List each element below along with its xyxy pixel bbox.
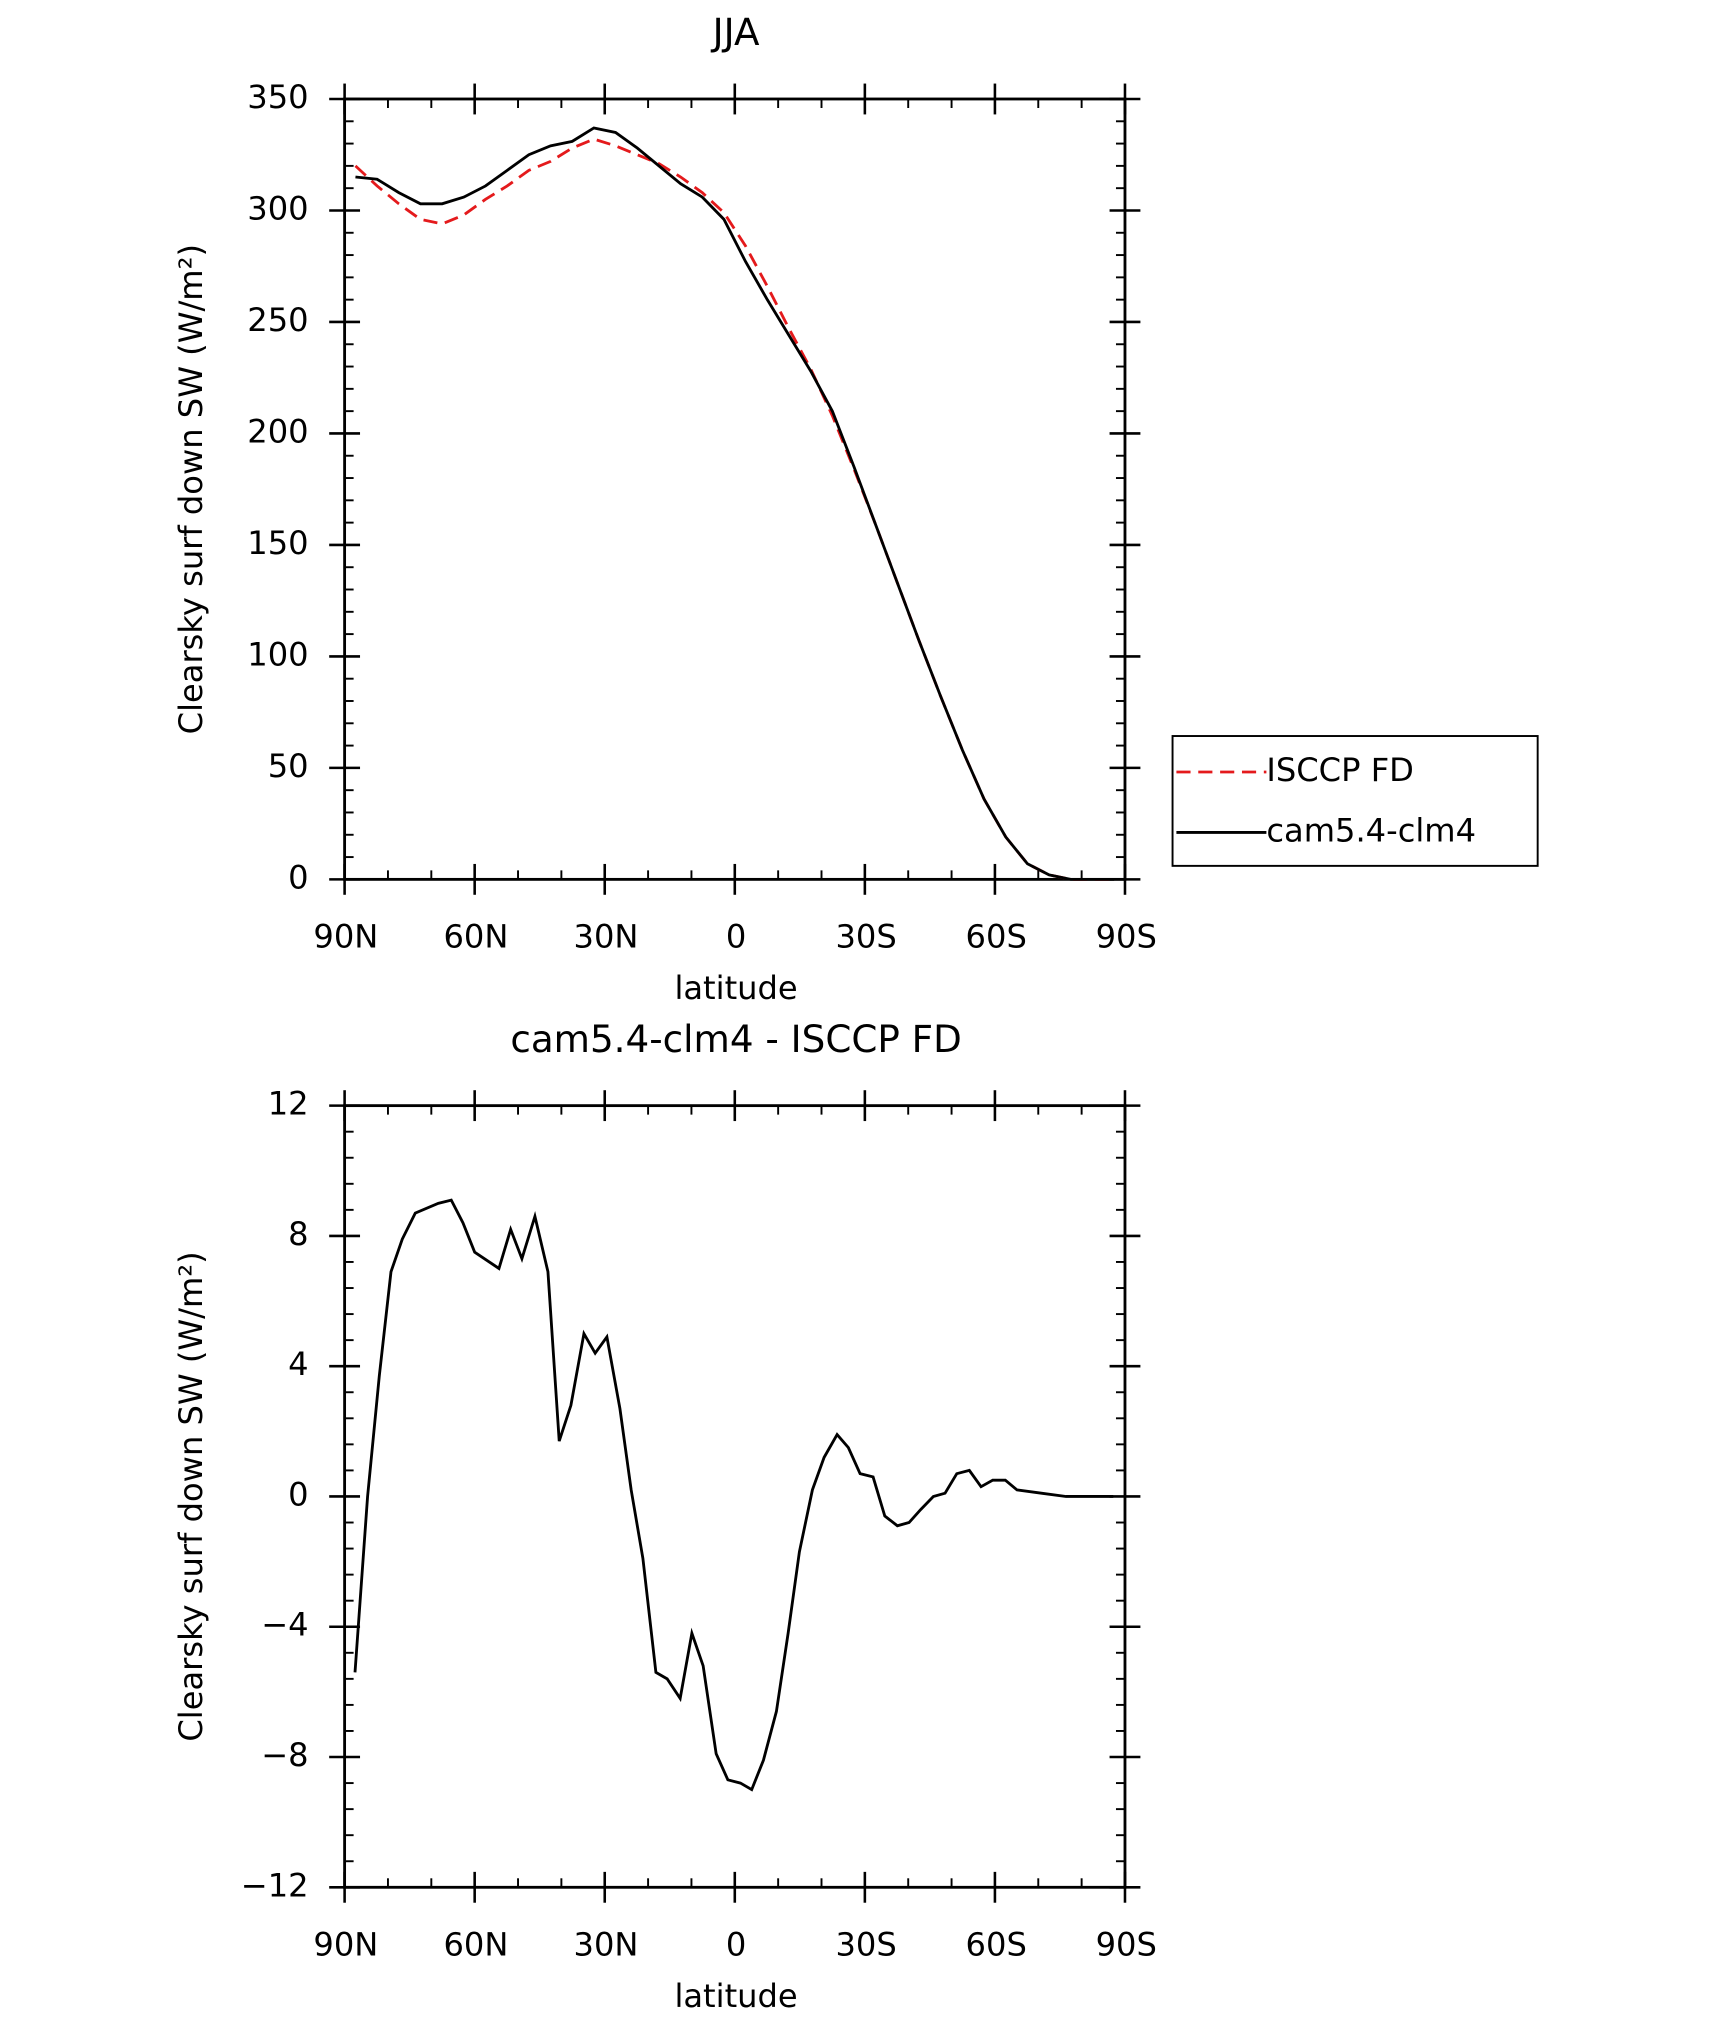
y-tick-label: 0	[288, 1475, 308, 1513]
y-tick-label: −8	[261, 1736, 308, 1774]
x-tick-label: 60S	[966, 918, 1027, 956]
y-axis-label: Clearsky surf down SW (W/m²)	[172, 1251, 210, 1741]
x-tick-label: 0	[726, 918, 746, 956]
legend-label: cam5.4-clm4	[1266, 811, 1476, 849]
data-line	[353, 1198, 1114, 1792]
y-tick-label: 8	[288, 1215, 308, 1253]
x-axis-label: latitude	[674, 969, 797, 1007]
y-tick-label: 300	[247, 189, 308, 227]
x-tick-label: 30S	[836, 918, 897, 956]
y-tick-label: −12	[241, 1866, 309, 1904]
data-line	[355, 126, 1115, 881]
x-tick-label: 90N	[313, 1925, 378, 1963]
y-tick-label: 100	[247, 635, 308, 673]
x-axis-label: latitude	[674, 1977, 797, 2015]
y-tick-label: 50	[268, 747, 309, 785]
y-tick-label: −4	[261, 1606, 308, 1644]
x-tick-label: 90N	[313, 918, 378, 956]
x-tick-label: 90S	[1096, 1925, 1157, 1963]
x-tick-label: 90S	[1096, 918, 1157, 956]
x-tick-label: 30S	[836, 1925, 897, 1963]
chart-title: JJA	[711, 10, 760, 54]
x-tick-label: 30N	[574, 1925, 639, 1963]
x-tick-label: 60N	[443, 918, 508, 956]
y-tick-label: 150	[247, 524, 308, 562]
x-tick-label: 60S	[966, 1925, 1027, 1963]
legend-box	[1171, 735, 1539, 867]
data-line	[354, 137, 1115, 881]
y-axis-label: Clearsky surf down SW (W/m²)	[172, 244, 210, 734]
x-tick-label: 0	[726, 1925, 746, 1963]
legend-label: ISCCP FD	[1266, 751, 1414, 789]
y-tick-label: 250	[247, 301, 308, 339]
y-tick-label: 200	[247, 412, 308, 450]
chart-title: cam5.4-clm4 - ISCCP FD	[510, 1017, 961, 1061]
x-tick-label: 60N	[443, 1925, 508, 1963]
y-tick-label: 12	[268, 1085, 309, 1123]
y-tick-label: 0	[288, 858, 308, 896]
x-tick-label: 30N	[574, 918, 639, 956]
plot-frame	[343, 97, 1127, 881]
y-tick-label: 350	[247, 78, 308, 116]
y-tick-label: 4	[288, 1345, 308, 1383]
